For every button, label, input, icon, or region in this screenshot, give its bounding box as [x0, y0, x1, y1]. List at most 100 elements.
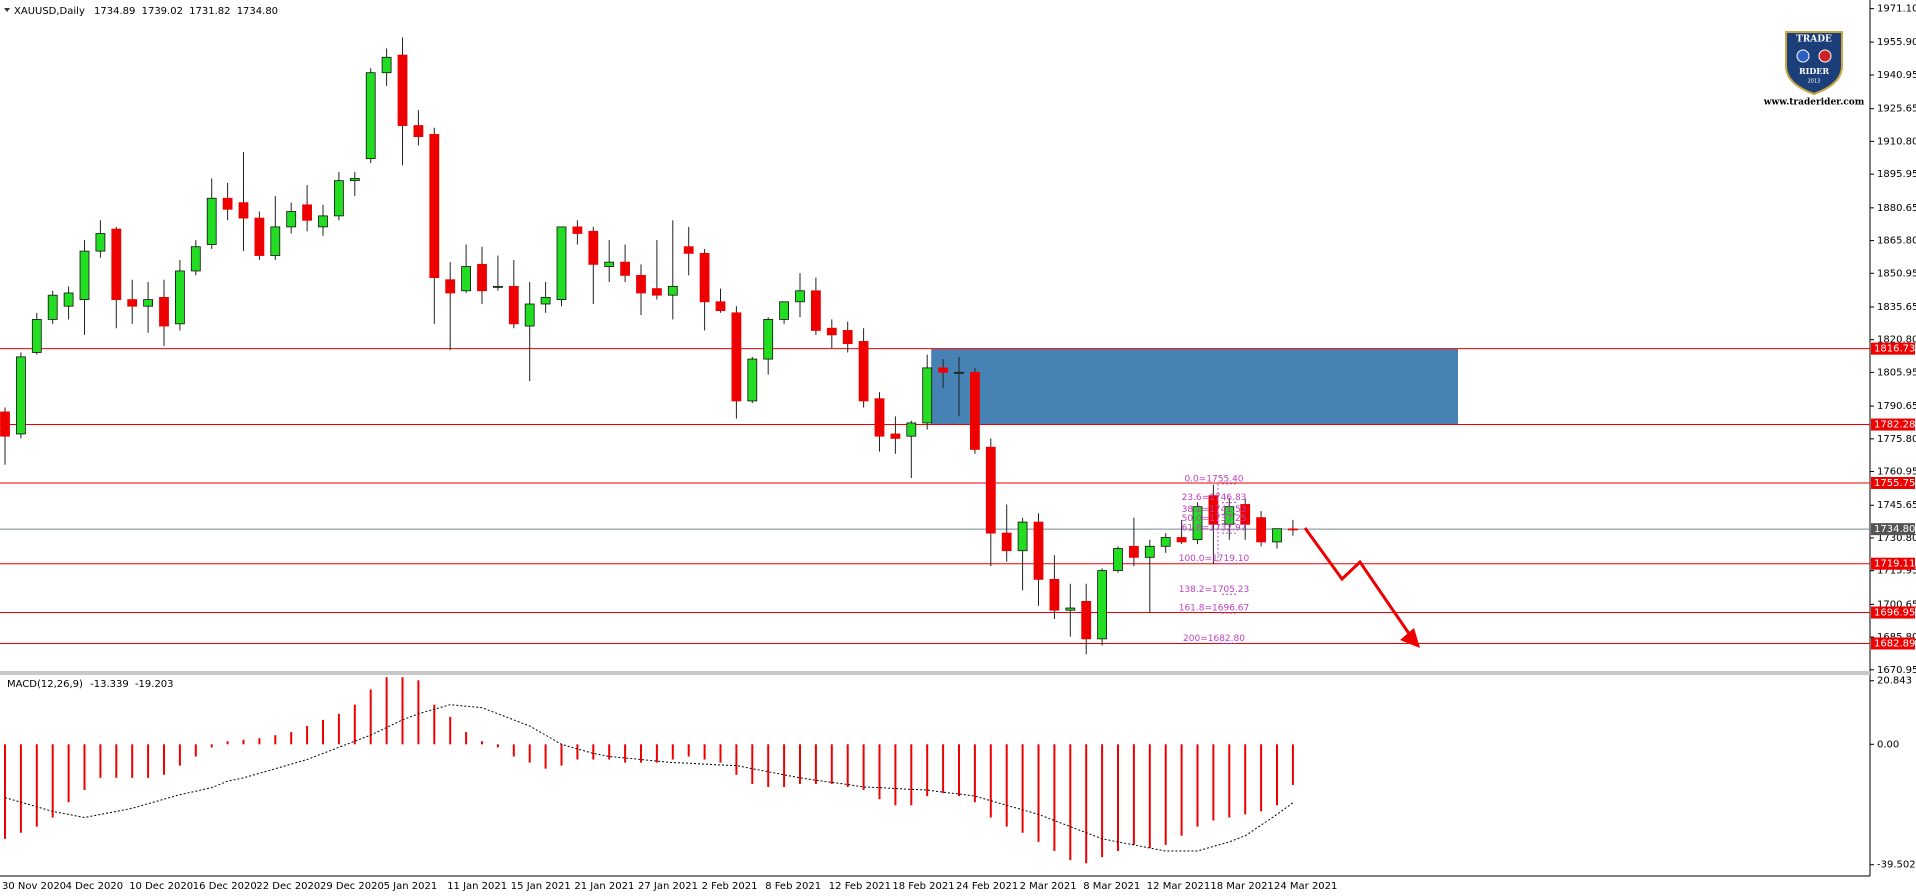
candle-body — [127, 299, 138, 307]
x-tick-label: 4 Dec 2020 — [66, 881, 124, 892]
fib-label: 38.2=1741.53 — [1182, 505, 1247, 515]
candle-body — [318, 215, 328, 228]
candle-body — [302, 204, 313, 221]
logo-year: 2013 — [1808, 79, 1821, 85]
candle-body — [1160, 537, 1171, 547]
x-tick-label: 12 Feb 2021 — [829, 881, 891, 892]
candle-body — [365, 72, 376, 160]
candle-body — [15, 356, 26, 435]
candle-body — [1208, 495, 1219, 525]
candle-body — [1288, 528, 1298, 531]
y-tick-label: 1700.65 — [1877, 599, 1916, 610]
candle-body — [1065, 607, 1076, 611]
y-tick-label: 1971.10 — [1877, 4, 1916, 15]
y-tick-label: 1835.65 — [1877, 302, 1916, 313]
x-tick-label: 16 Dec 2020 — [193, 881, 257, 892]
candle-body — [270, 226, 281, 256]
candle-body — [954, 371, 964, 374]
y-tick-label: 1955.90 — [1877, 37, 1916, 48]
candle-body — [715, 301, 726, 312]
x-tick-label: 22 Dec 2020 — [256, 881, 320, 892]
y-tick-label: 1940.95 — [1877, 70, 1916, 81]
fib-label: 161.8=1696.67 — [1179, 604, 1250, 614]
supply-zone — [931, 348, 1458, 425]
logo-shield — [1785, 31, 1843, 96]
candle-body — [508, 285, 519, 325]
logo: TRADE RIDER 2013 www.traderider.com — [1763, 31, 1865, 108]
macd-signal: -19.203 — [135, 679, 174, 690]
candle-body — [111, 228, 122, 300]
fib-label: 61.8=1732.97 — [1182, 524, 1247, 534]
candle-body — [1017, 521, 1028, 552]
candle-body — [731, 312, 742, 402]
logo-top: TRADE — [1796, 35, 1832, 45]
candle-body — [79, 250, 90, 300]
candle-body — [31, 319, 42, 353]
candle-body — [461, 266, 472, 292]
candle-body — [1176, 537, 1187, 543]
signal-line — [4, 704, 1294, 852]
y-tick-label: 1805.95 — [1877, 367, 1916, 378]
y-tick-label: 1880.65 — [1877, 203, 1916, 214]
level-label: 1755.75 — [1874, 478, 1915, 489]
forecast-arrowhead — [1400, 628, 1420, 648]
x-tick-label: 10 Dec 2020 — [129, 881, 193, 892]
candle-body — [47, 294, 58, 320]
fib-label: 23.6=1746.83 — [1182, 493, 1247, 503]
ohlc-low: 1731.82 — [189, 6, 230, 17]
candle-body — [858, 341, 869, 402]
ohlc-close: 1734.80 — [237, 6, 278, 17]
candle-body — [874, 398, 885, 437]
candle-body — [1144, 545, 1155, 558]
candle-body — [222, 197, 233, 210]
y-tick-label: 1925.65 — [1877, 104, 1916, 115]
x-tick-label: 29 Dec 2020 — [320, 881, 384, 892]
level-tag — [1871, 418, 1915, 431]
level-label: 1782.28 — [1874, 420, 1915, 431]
candle-body — [413, 125, 424, 137]
candle-body — [397, 54, 408, 126]
candle-body — [779, 301, 789, 320]
last-price-tag — [1871, 523, 1915, 536]
candle-body — [1256, 517, 1266, 543]
candle-body — [1192, 506, 1203, 541]
level-tag — [1871, 557, 1915, 570]
forecast-arrow — [1303, 527, 1414, 639]
x-tick-label: 21 Jan 2021 — [574, 881, 634, 892]
y-tick-label: 20.843 — [1877, 676, 1912, 687]
candle-body — [938, 367, 948, 373]
x-tick-label: 24 Feb 2021 — [956, 881, 1018, 892]
x-tick-label: 11 Jan 2021 — [447, 881, 507, 892]
candle-body — [333, 180, 344, 217]
y-tick-label: 1790.65 — [1877, 401, 1916, 412]
candle-body — [159, 296, 169, 327]
candle-body — [572, 226, 583, 234]
symbol: XAUUSD,Daily — [14, 6, 85, 17]
candle-body — [826, 327, 837, 336]
macd-title: MACD(12,26,9) — [7, 679, 83, 690]
y-tick-label: 1895.95 — [1877, 169, 1916, 180]
candle-body — [174, 270, 185, 325]
y-tick-label: 1865.80 — [1877, 236, 1916, 247]
level-tag — [1871, 606, 1915, 619]
x-tick-label: 2 Mar 2021 — [1020, 881, 1077, 892]
y-tick-label: 1670.95 — [1877, 665, 1916, 676]
candle-body — [540, 296, 551, 305]
pane-divider — [0, 671, 1870, 675]
candle-body — [604, 261, 615, 267]
candle-body — [970, 371, 980, 450]
ohlc-high: 1739.02 — [142, 6, 183, 17]
macd-main: -13.339 — [90, 679, 129, 690]
candle-body — [811, 290, 821, 331]
y-tick-label: 1910.80 — [1877, 136, 1916, 147]
candle-body — [890, 433, 901, 439]
candle-body — [95, 233, 106, 252]
candle-body — [1001, 532, 1012, 552]
x-tick-label: 8 Feb 2021 — [765, 881, 821, 892]
candle-body — [652, 288, 662, 296]
level-tag — [1871, 342, 1915, 355]
level-label: 1719.11 — [1874, 559, 1915, 570]
candle-body — [492, 285, 503, 288]
header: XAUUSD,Daily 1734.89 1739.02 1731.82 173… — [14, 6, 278, 17]
